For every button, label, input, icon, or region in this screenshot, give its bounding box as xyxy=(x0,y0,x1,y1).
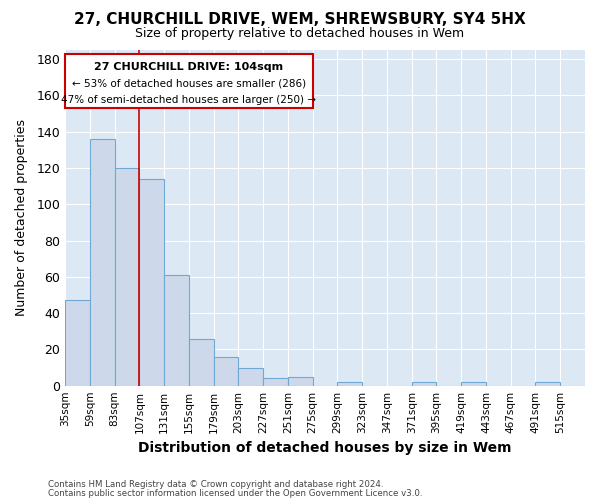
Bar xyxy=(535,382,560,386)
Bar xyxy=(461,382,486,386)
Text: Contains HM Land Registry data © Crown copyright and database right 2024.: Contains HM Land Registry data © Crown c… xyxy=(48,480,383,489)
Bar xyxy=(412,382,436,386)
Text: 27, CHURCHILL DRIVE, WEM, SHREWSBURY, SY4 5HX: 27, CHURCHILL DRIVE, WEM, SHREWSBURY, SY… xyxy=(74,12,526,28)
Text: Size of property relative to detached houses in Wem: Size of property relative to detached ho… xyxy=(136,28,464,40)
X-axis label: Distribution of detached houses by size in Wem: Distribution of detached houses by size … xyxy=(138,441,512,455)
Bar xyxy=(189,338,214,386)
Text: Contains public sector information licensed under the Open Government Licence v3: Contains public sector information licen… xyxy=(48,488,422,498)
Bar xyxy=(90,139,115,386)
Bar xyxy=(65,300,90,386)
Text: 27 CHURCHILL DRIVE: 104sqm: 27 CHURCHILL DRIVE: 104sqm xyxy=(94,62,283,72)
Bar xyxy=(288,376,313,386)
Bar xyxy=(337,382,362,386)
Bar xyxy=(115,168,139,386)
Bar xyxy=(139,179,164,386)
Bar xyxy=(164,275,189,386)
FancyBboxPatch shape xyxy=(65,54,313,108)
Bar xyxy=(214,356,238,386)
Y-axis label: Number of detached properties: Number of detached properties xyxy=(15,120,28,316)
Bar xyxy=(263,378,288,386)
Text: 47% of semi-detached houses are larger (250) →: 47% of semi-detached houses are larger (… xyxy=(61,95,316,105)
Bar xyxy=(238,368,263,386)
Text: ← 53% of detached houses are smaller (286): ← 53% of detached houses are smaller (28… xyxy=(72,78,306,88)
